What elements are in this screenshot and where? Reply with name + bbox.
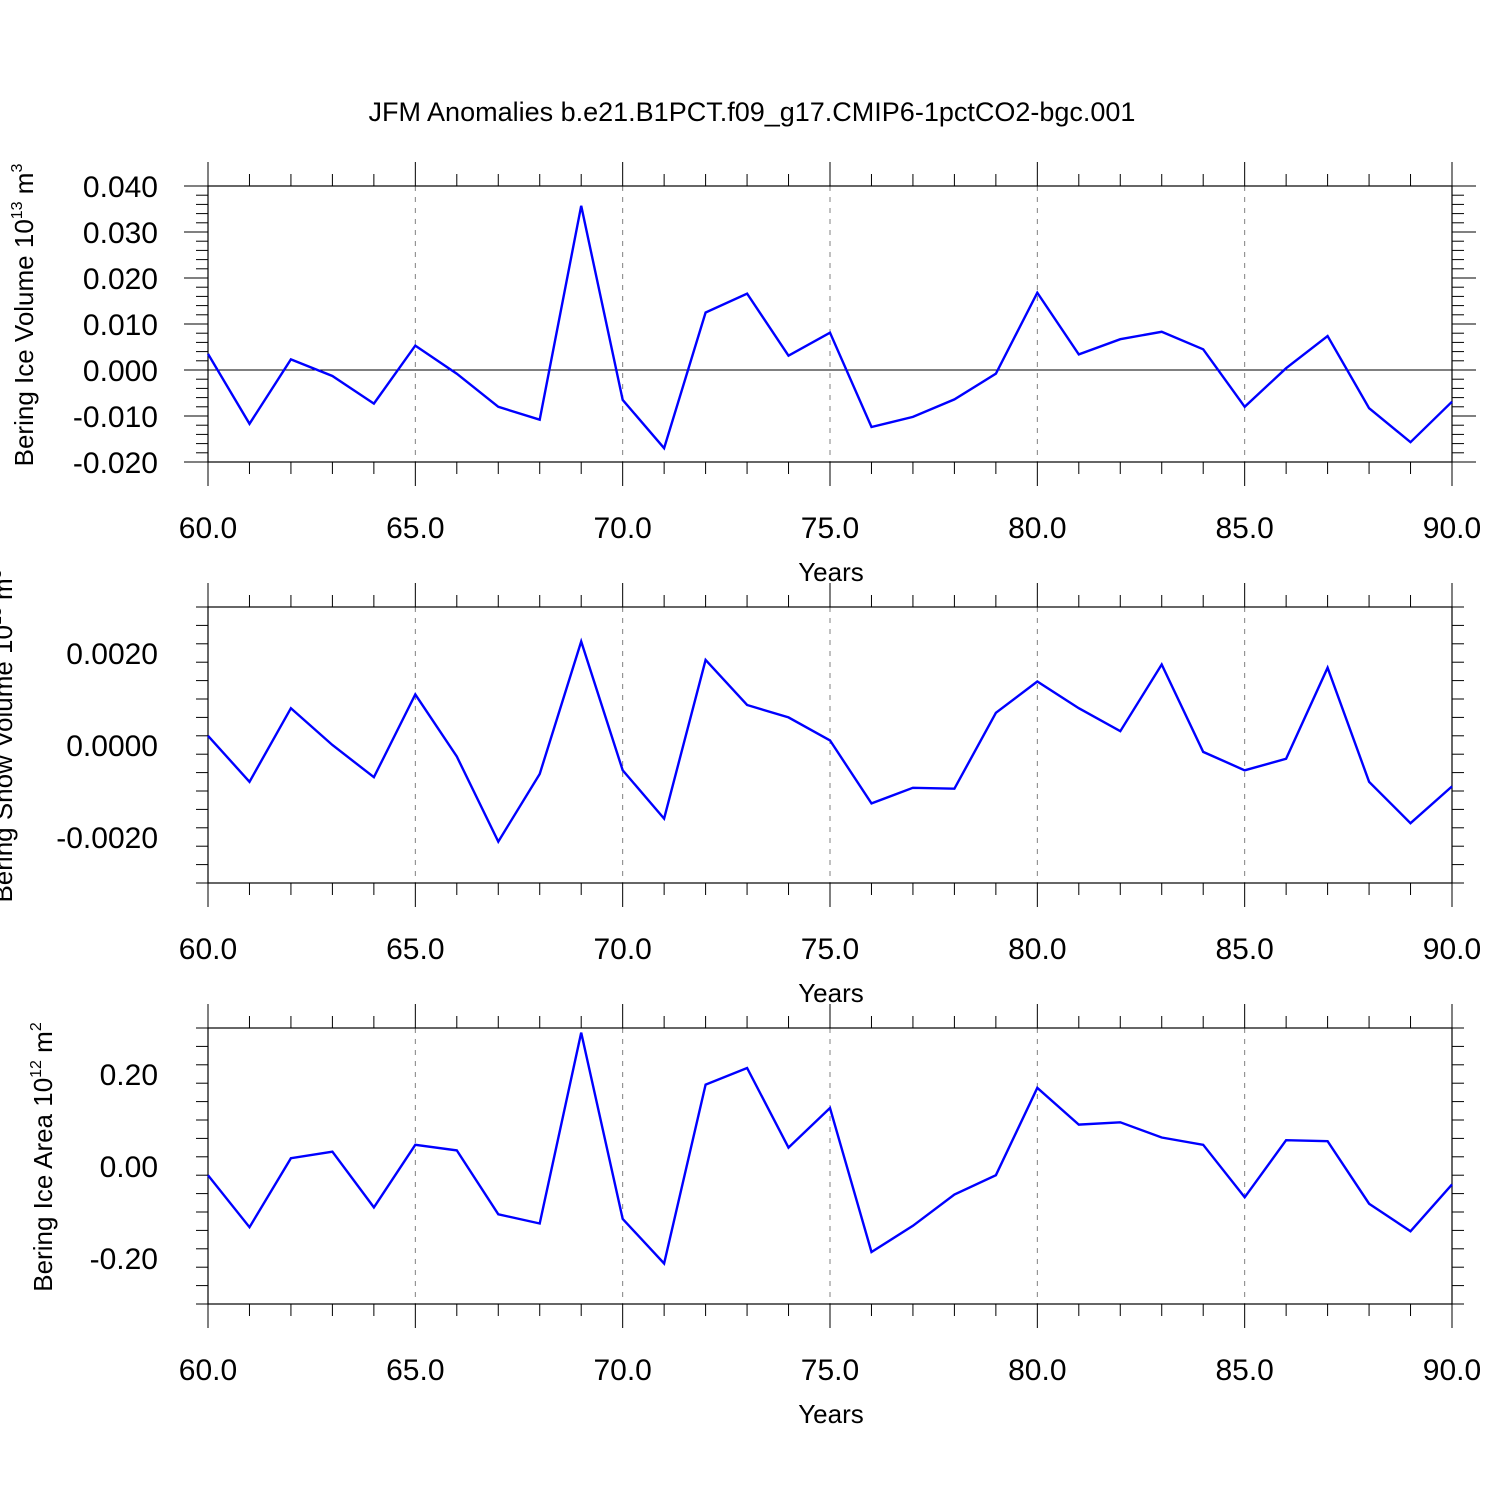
- y-tick-label: -0.010: [73, 401, 158, 434]
- y-axis-title-unit-exponent: 3: [9, 164, 26, 173]
- y-tick-label: 0.0020: [66, 638, 158, 671]
- x-tick-label: 75.0: [801, 512, 859, 545]
- y-axis-title-exponent: 13: [9, 201, 26, 219]
- panel-2: 60.0 65.0 70.0 75.0 80.0 85.0 90.0 Years -0.0020…: [0, 569, 1481, 1008]
- y-tick-label: 0.0000: [66, 730, 158, 763]
- y-tick-label: -0.0020: [56, 822, 158, 855]
- x-tick-label: 70.0: [593, 933, 651, 966]
- y-axis-title-unit: m: [28, 1031, 58, 1060]
- series-line: [207, 1032, 1453, 1266]
- x-tick-label: 60.0: [179, 1354, 237, 1387]
- x-tick-label: 65.0: [386, 512, 444, 545]
- x-tick-label: 85.0: [1215, 933, 1273, 966]
- y-axis-title: Bering Snow Volume 1013 m3: [0, 569, 18, 902]
- x-tick-label: 70.0: [593, 1354, 651, 1387]
- y-axis-title-main: Bering Snow Volume 10: [0, 625, 18, 903]
- y-tick-label: 0.000: [83, 355, 158, 388]
- y-axis-title-unit-exponent: 2: [28, 1022, 45, 1031]
- y-axis-title-main: Bering Ice Area 10: [28, 1078, 58, 1292]
- y-tick-label: 0.20: [100, 1059, 158, 1092]
- y-axis-title-main: Bering Ice Volume 10: [9, 219, 39, 466]
- y-axis-title-unit: m: [0, 578, 18, 607]
- y-tick-label: -0.020: [73, 447, 158, 480]
- series-line: [206, 205, 1453, 451]
- panels: 60.0 65.0 70.0 75.0 80.0 85.0 90.0 Years -0.020 -…: [0, 162, 1481, 1429]
- y-axis-title: Bering Ice Volume 1013 m3: [9, 164, 39, 467]
- y-axis-title-exponent: 12: [28, 1060, 45, 1078]
- x-tick-label: 80.0: [1008, 1354, 1066, 1387]
- y-axis-title: Bering Ice Area 1012 m2: [28, 1022, 58, 1292]
- y-tick-label: 0.010: [83, 309, 158, 342]
- panel-1: 60.0 65.0 70.0 75.0 80.0 85.0 90.0 Years -0.020 -…: [9, 162, 1481, 587]
- panel-3: 60.0 65.0 70.0 75.0 80.0 85.0 90.0 Years -0.20 0.…: [28, 1004, 1481, 1429]
- x-tick-label: 85.0: [1215, 512, 1273, 545]
- x-axis-title: Years: [798, 557, 864, 587]
- chart-title: JFM Anomalies b.e21.B1PCT.f09_g17.CMIP6-…: [369, 97, 1136, 127]
- y-axis-title-unit: m: [9, 173, 39, 202]
- x-tick-label: 70.0: [593, 512, 651, 545]
- y-tick-label: 0.040: [83, 171, 158, 204]
- x-tick-label: 60.0: [179, 933, 237, 966]
- y-tick-label: 0.00: [100, 1151, 158, 1184]
- x-tick-label: 75.0: [801, 933, 859, 966]
- x-tick-label: 90.0: [1423, 512, 1481, 545]
- x-axis-title: Years: [798, 978, 864, 1008]
- x-tick-label: 65.0: [386, 1354, 444, 1387]
- y-tick-label: -0.20: [90, 1243, 158, 1276]
- x-tick-label: 85.0: [1215, 1354, 1273, 1387]
- x-tick-label: 65.0: [386, 933, 444, 966]
- y-axis-title-unit-exponent: 3: [0, 569, 5, 578]
- y-tick-label: 0.030: [83, 217, 158, 250]
- x-tick-label: 90.0: [1423, 1354, 1481, 1387]
- series-line: [207, 637, 1453, 845]
- x-tick-label: 75.0: [801, 1354, 859, 1387]
- x-tick-label: 60.0: [179, 512, 237, 545]
- y-tick-label: 0.020: [83, 263, 158, 296]
- x-tick-label: 90.0: [1423, 933, 1481, 966]
- x-tick-label: 80.0: [1008, 933, 1066, 966]
- x-tick-label: 80.0: [1008, 512, 1066, 545]
- x-axis-title: Years: [798, 1399, 864, 1429]
- y-axis-title-exponent: 13: [0, 607, 5, 625]
